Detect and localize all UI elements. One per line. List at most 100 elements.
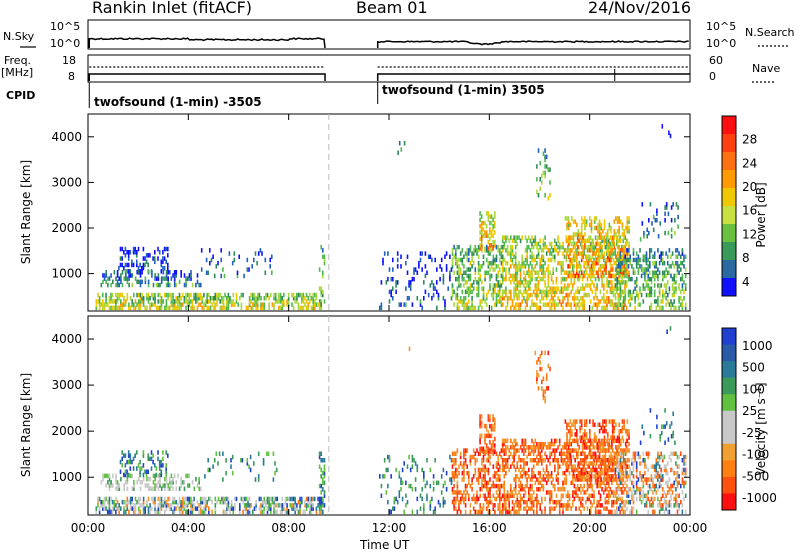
range-cell (594, 292, 597, 298)
range-cell (128, 509, 130, 515)
range-cell (585, 283, 587, 288)
range-cell (400, 264, 402, 269)
range-cell (205, 257, 208, 263)
range-cell (482, 220, 485, 226)
range-cell (585, 458, 587, 463)
range-cell (586, 257, 589, 263)
range-cell (164, 503, 166, 508)
range-cell (234, 302, 236, 307)
range-cell (464, 251, 467, 256)
range-cell (576, 264, 578, 269)
range-cell (165, 499, 168, 505)
range-cell (103, 305, 106, 311)
range-cell (590, 244, 593, 250)
range-cell (581, 305, 584, 311)
range-cell (631, 276, 633, 282)
range-cell (580, 458, 582, 463)
range-cell (609, 260, 612, 266)
range-cell (637, 451, 640, 456)
range-cell (409, 483, 412, 489)
range-cell (603, 257, 605, 263)
range-cell (453, 483, 455, 489)
range-cell (513, 506, 515, 511)
range-cell (185, 282, 187, 288)
range-cell (299, 499, 301, 505)
range-cell (159, 476, 161, 482)
range-cell (180, 296, 182, 301)
range-cell (523, 438, 525, 444)
range-cell (618, 260, 620, 266)
range-cell (609, 270, 612, 275)
range-cell (152, 256, 154, 261)
range-cell (144, 262, 146, 268)
range-cell (458, 244, 460, 250)
range-cell (675, 273, 677, 279)
range-cell (144, 483, 147, 488)
range-cell (528, 506, 530, 511)
range-cell (620, 248, 622, 253)
range-cell (115, 476, 117, 482)
range-cell (181, 506, 184, 511)
range-cell (576, 454, 579, 460)
range-cell (249, 467, 252, 473)
range-cell (437, 480, 440, 486)
range-cell (562, 276, 564, 282)
range-cell (596, 470, 598, 476)
range-cell (514, 254, 517, 259)
range-cell (147, 456, 149, 462)
range-cell (195, 506, 197, 511)
range-cell (620, 477, 622, 482)
range-cell (614, 467, 617, 473)
range-cell (635, 496, 638, 502)
range-cell (154, 296, 156, 301)
range-cell (616, 499, 618, 505)
range-cell (212, 254, 214, 259)
range-cell (466, 248, 468, 253)
range-cell (678, 264, 680, 269)
range-cell (160, 506, 163, 511)
range-cell (570, 441, 572, 447)
range-cell (423, 470, 425, 476)
range-cell (583, 260, 585, 266)
range-cell (618, 273, 620, 279)
range-cell (658, 292, 661, 298)
range-cell (485, 230, 488, 235)
range-cell (97, 503, 99, 508)
range-cell (610, 467, 612, 473)
range-cell (516, 241, 519, 247)
range-cell (589, 483, 592, 489)
range-cell (562, 267, 564, 272)
range-cell (575, 506, 577, 511)
range-cell (650, 286, 653, 291)
range-cell (314, 299, 316, 304)
range-cell (550, 506, 553, 511)
range-cell (519, 280, 522, 285)
range-cell (645, 257, 648, 263)
range-cell (461, 289, 464, 295)
range-cell (396, 499, 399, 505)
range-cell (503, 241, 506, 247)
range-cell (622, 270, 625, 275)
range-cell (611, 454, 613, 460)
range-cell (601, 283, 603, 288)
range-cell (492, 493, 495, 498)
range-cell (616, 448, 619, 453)
range-cell (490, 233, 493, 238)
range-cell (209, 299, 212, 304)
range-cell (468, 474, 470, 479)
range-cell (621, 270, 624, 275)
range-cell (532, 254, 535, 259)
range-cell (106, 509, 109, 515)
range-cell (484, 436, 486, 442)
range-cell (534, 286, 537, 291)
range-cell (593, 435, 596, 440)
range-cell (635, 292, 638, 298)
range-cell (529, 305, 532, 311)
range-cell (216, 299, 218, 304)
range-cell (276, 509, 279, 515)
range-cell (524, 448, 527, 453)
range-cell (297, 302, 300, 307)
range-cell (612, 302, 615, 307)
range-cell (648, 230, 650, 236)
range-cell (606, 493, 608, 498)
